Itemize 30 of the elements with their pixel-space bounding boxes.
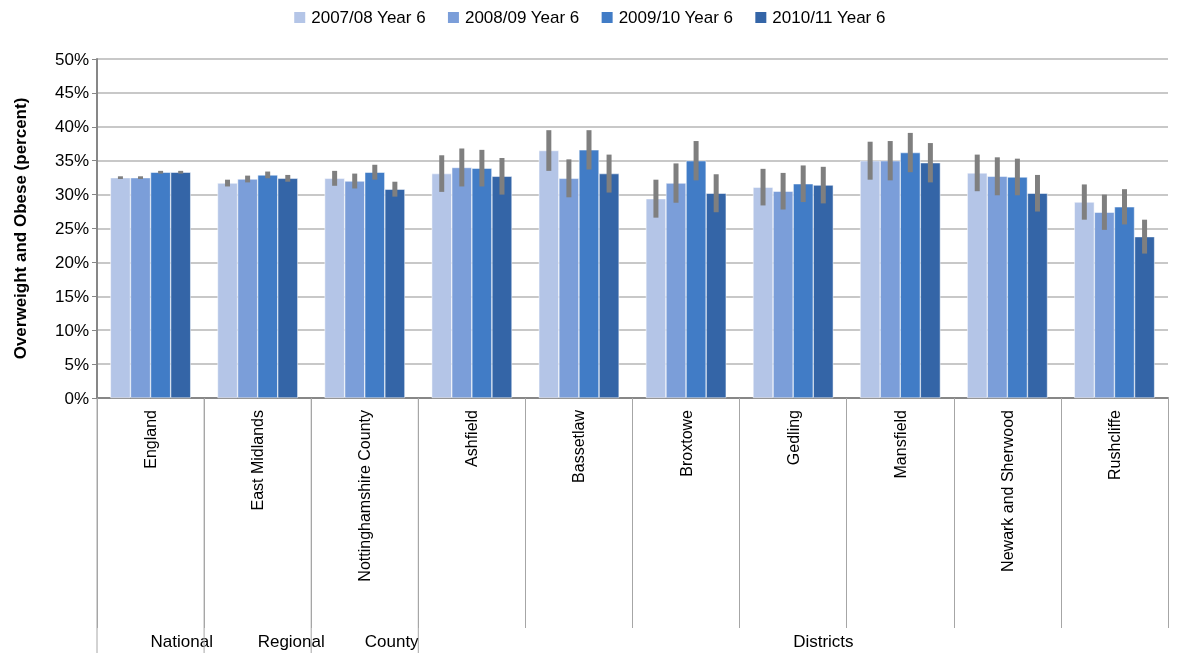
y-tick-label: 40% <box>54 117 89 137</box>
x-tick-label: Bassetlaw <box>570 409 588 483</box>
text: Districts <box>793 632 854 651</box>
y-tick-label: 35% <box>54 151 89 171</box>
x-tick-label: England <box>142 410 160 469</box>
x-tick-label: Broxtowe <box>677 409 695 477</box>
x-tick-label: Ashfield <box>463 410 481 467</box>
x-tick-label: Rushcliffe <box>1105 409 1123 480</box>
legend-label: 2008/09 Year 6 <box>464 8 580 27</box>
y-tick-label: 25% <box>54 219 89 238</box>
x-tick-label: Nottinghamshire County <box>356 410 374 582</box>
y-tick-label: 45% <box>54 83 89 103</box>
y-tick-label: 30% <box>54 185 89 205</box>
y-tick-label: 0% <box>64 388 89 408</box>
y-tick-label: 50% <box>54 49 89 69</box>
legend-label: 2007/08 Year 6 <box>311 8 426 27</box>
y-tick-label: 5% <box>64 354 89 374</box>
legend-label: 2010/11 Year 6 <box>772 8 886 27</box>
x-tick-label: East Midlands <box>249 410 267 511</box>
x-tick-label: Gedling <box>784 410 802 466</box>
x-tick-label: Newark and Sherwood <box>998 410 1016 572</box>
text: County <box>364 632 420 651</box>
y-axis-title: Overweight and Obese (percent) <box>11 97 30 360</box>
y-tick-label: 10% <box>54 320 89 340</box>
y-tick-label: 20% <box>54 252 89 272</box>
y-tick-label: 15% <box>54 286 89 306</box>
x-tick-label: Mansfield <box>891 410 909 479</box>
text: Regional <box>257 632 325 651</box>
text: National <box>150 632 213 651</box>
legend-label: 2009/10 Year 6 <box>618 8 734 27</box>
